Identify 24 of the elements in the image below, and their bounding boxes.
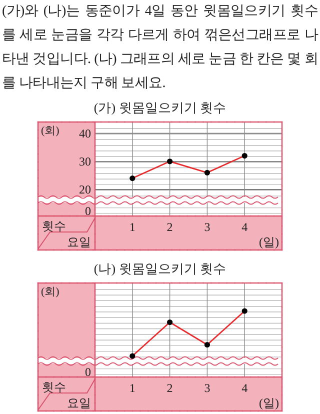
text: 요일 (67, 396, 91, 410)
x-tick-label: 4 (242, 381, 248, 395)
x-tick-label: 3 (204, 220, 210, 234)
chart-title: (나) 윗몸일으키기 횟수 (94, 261, 226, 276)
x-tick-label: 3 (204, 381, 210, 395)
x-axis-title: (일) (259, 235, 279, 249)
y-tick-label: 40 (79, 126, 91, 140)
y-axis-title: (회) (41, 286, 60, 298)
text: 횟수 (42, 219, 66, 233)
x-tick-label: 2 (166, 381, 173, 395)
y-axis-title: (회) (41, 125, 60, 137)
x-tick-label: 1 (129, 220, 136, 234)
text: 횟수 (42, 380, 66, 394)
text: 요일 (67, 235, 91, 249)
y-tick-label: 20 (79, 182, 91, 197)
text: 0 (85, 365, 91, 379)
text: 0 (85, 204, 91, 218)
x-tick-label: 2 (166, 220, 173, 234)
y-tick-label: 30 (79, 154, 91, 168)
x-tick-label: 4 (242, 220, 248, 234)
chart-title: (가) 윗몸일으키기 횟수 (94, 100, 226, 115)
x-axis-title: (일) (259, 396, 279, 410)
x-tick-label: 1 (129, 381, 136, 395)
text: (가)와 (나)는 동준이가 4일 동안 윗몸일으키기 횟수를 세로 눈금을 각각 다르게 하여 꺾은선그래프로 나타낸 것입니다. (나) 그래프의 세로 눈금 한 칸은 몇 회를 나타내는지 구해 보세요. (2, 3, 318, 93)
